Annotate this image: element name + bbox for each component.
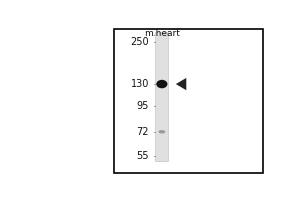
Text: 72: 72 [136, 127, 149, 137]
Polygon shape [176, 78, 186, 90]
Bar [114, 29, 263, 173]
Ellipse shape [156, 80, 167, 88]
Text: 130: 130 [131, 79, 149, 89]
Bar [155, 32, 168, 161]
Text: 250: 250 [130, 37, 149, 47]
Text: 55: 55 [136, 151, 149, 161]
Text: m.heart: m.heart [144, 29, 180, 38]
Ellipse shape [158, 130, 165, 133]
Text: 95: 95 [137, 101, 149, 111]
